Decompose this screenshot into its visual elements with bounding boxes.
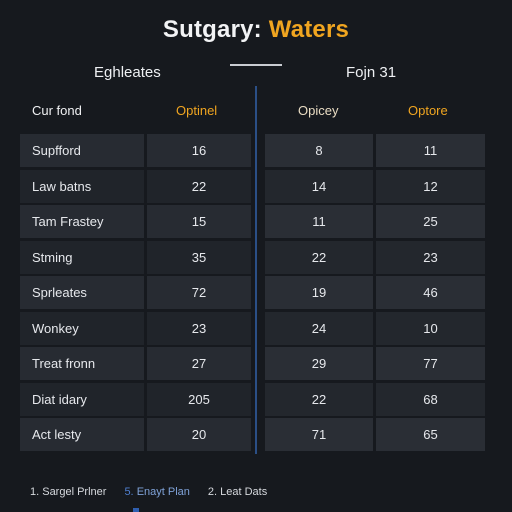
row-name: Wonkey bbox=[20, 311, 144, 345]
row-name: Treat fronn bbox=[20, 347, 144, 380]
row-name: Act lesty bbox=[20, 418, 144, 451]
row-value-a: 19 bbox=[265, 276, 373, 309]
row-value: 22 bbox=[147, 169, 251, 203]
table-row[interactable]: Law batns 22 bbox=[20, 169, 251, 203]
row-value: 16 bbox=[147, 134, 251, 167]
row-value-a: 71 bbox=[265, 418, 373, 451]
row-name: Supfford bbox=[20, 134, 144, 167]
row-value-b: 12 bbox=[376, 169, 485, 203]
footer-item-2[interactable]: 5. Enayt Plan bbox=[124, 486, 189, 498]
footer-item-3[interactable]: 2. Leat Dats bbox=[207, 486, 268, 498]
row-value-a: 24 bbox=[265, 311, 373, 345]
row-name: Stming bbox=[20, 240, 144, 274]
table-row[interactable]: 24 10 bbox=[265, 311, 485, 345]
column-header-a[interactable]: Opicey bbox=[298, 103, 339, 118]
row-value-b: 65 bbox=[376, 418, 485, 451]
row-value: 72 bbox=[147, 276, 251, 309]
page-title: Sutgary: Waters bbox=[0, 16, 512, 44]
footer-item-1[interactable]: 1. Sargel Prlner bbox=[30, 486, 107, 498]
table-row[interactable]: Sprleates 72 bbox=[20, 276, 251, 309]
footer-active-marker bbox=[133, 508, 139, 512]
row-value: 23 bbox=[147, 311, 251, 345]
row-value-a: 8 bbox=[265, 134, 373, 167]
row-value-b: 68 bbox=[376, 382, 485, 416]
header-rule bbox=[230, 64, 282, 66]
row-value-a: 29 bbox=[265, 347, 373, 380]
column-header-b[interactable]: Optore bbox=[408, 103, 448, 118]
table-row[interactable]: 19 46 bbox=[265, 276, 485, 309]
column-header-value[interactable]: Optinel bbox=[176, 103, 218, 118]
footer-item-2-number: 5. bbox=[124, 486, 134, 498]
right-table: 8 11 14 12 11 25 22 23 19 46 24 10 29 77… bbox=[265, 134, 485, 454]
row-value: 205 bbox=[147, 382, 251, 416]
table-row[interactable]: 22 68 bbox=[265, 382, 485, 416]
table-row[interactable]: Supfford 16 bbox=[20, 134, 251, 167]
row-name: Diat idary bbox=[20, 382, 144, 416]
row-value-a: 14 bbox=[265, 169, 373, 203]
table-row[interactable]: Tam Frastey 15 bbox=[20, 205, 251, 238]
row-value-b: 10 bbox=[376, 311, 485, 345]
title-main: Sutgary: bbox=[162, 16, 262, 43]
row-value: 15 bbox=[147, 205, 251, 238]
row-name: Sprleates bbox=[20, 276, 144, 309]
footer-item-2-label: Enayt Plan bbox=[136, 486, 190, 498]
left-section-header: Eghleates bbox=[94, 64, 161, 81]
right-section-header: Fojn 31 bbox=[346, 64, 397, 81]
row-value-b: 11 bbox=[376, 134, 485, 167]
row-value-b: 77 bbox=[376, 347, 485, 380]
left-table: Supfford 16 Law batns 22 Tam Frastey 15 … bbox=[20, 134, 251, 454]
row-name: Tam Frastey bbox=[20, 205, 144, 238]
table-row[interactable]: 14 12 bbox=[265, 169, 485, 203]
row-value: 20 bbox=[147, 418, 251, 451]
table-row[interactable]: 8 11 bbox=[265, 134, 485, 167]
footer-legend: 1. Sargel Prlner 5. Enayt Plan 2. Leat D… bbox=[30, 486, 285, 498]
table-row[interactable]: 29 77 bbox=[265, 347, 485, 380]
table-row[interactable]: 11 25 bbox=[265, 205, 485, 238]
table-row[interactable]: 22 23 bbox=[265, 240, 485, 274]
section-divider bbox=[255, 86, 257, 454]
row-name: Law batns bbox=[20, 169, 144, 203]
row-value: 27 bbox=[147, 347, 251, 380]
table-row[interactable]: Stming 35 bbox=[20, 240, 251, 274]
row-value-a: 22 bbox=[265, 240, 373, 274]
table-row[interactable]: Act lesty 20 bbox=[20, 418, 251, 451]
row-value-b: 25 bbox=[376, 205, 485, 238]
column-header-name[interactable]: Cur fond bbox=[32, 103, 82, 118]
row-value-b: 23 bbox=[376, 240, 485, 274]
row-value-a: 11 bbox=[265, 205, 373, 238]
table-row[interactable]: Wonkey 23 bbox=[20, 311, 251, 345]
table-row[interactable]: 71 65 bbox=[265, 418, 485, 451]
title-accent: Waters bbox=[268, 16, 350, 43]
table-row[interactable]: Diat idary 205 bbox=[20, 382, 251, 416]
table-row[interactable]: Treat fronn 27 bbox=[20, 347, 251, 380]
row-value: 35 bbox=[147, 240, 251, 274]
row-value-a: 22 bbox=[265, 382, 373, 416]
row-value-b: 46 bbox=[376, 276, 485, 309]
